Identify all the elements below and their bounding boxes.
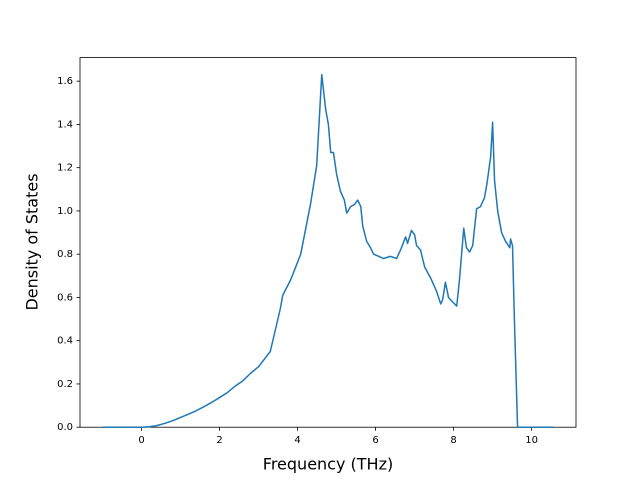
line-series [102, 73, 554, 428]
x-tick-label: 0 [138, 435, 144, 446]
y-tick-label: 0.2 [57, 379, 73, 390]
y-tick-label: 0.6 [57, 292, 73, 303]
y-tick-label: 0.8 [57, 249, 73, 260]
x-tick-label: 10 [525, 435, 538, 446]
x-axis-label: Frequency (THz) [263, 455, 393, 474]
y-tick-label: 1.6 [57, 76, 73, 87]
y-tick-label: 0.0 [57, 422, 73, 433]
x-tick-label: 8 [450, 435, 456, 446]
y-tick-label: 0.4 [57, 336, 73, 347]
y-tick-label: 1.2 [57, 163, 73, 174]
y-tick-label: 1.0 [57, 206, 73, 217]
y-axis-label: Density of States [23, 173, 42, 310]
x-tick-label: 2 [216, 435, 222, 446]
x-tick-label: 6 [372, 435, 378, 446]
plot-frame [79, 57, 577, 428]
x-tick-label: 4 [294, 435, 300, 446]
y-tick-label: 1.4 [57, 119, 73, 130]
